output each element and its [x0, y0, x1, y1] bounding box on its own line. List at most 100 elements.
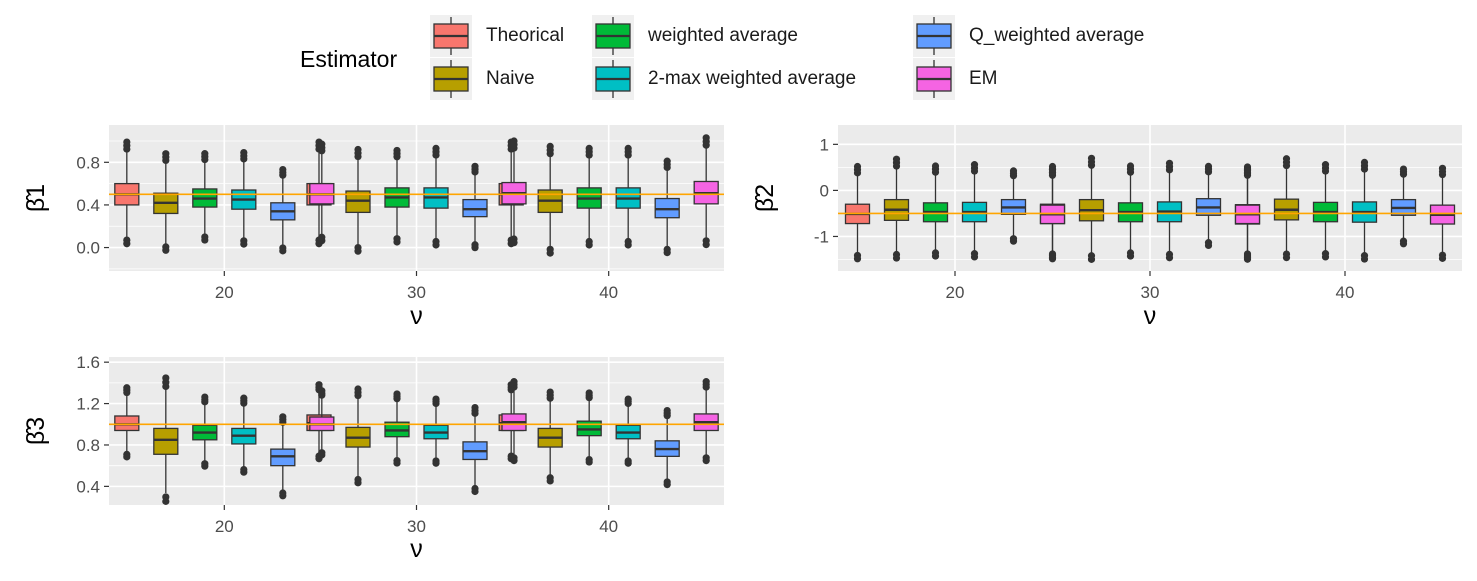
outlier-point	[393, 459, 401, 467]
y-axis-title: β̂3	[22, 417, 50, 445]
outlier-point	[1282, 253, 1291, 262]
box-40-2	[576, 144, 602, 249]
outlier-point	[123, 384, 131, 392]
outlier-point	[702, 378, 710, 386]
box-40-4	[654, 157, 680, 257]
box-30-2	[384, 390, 410, 467]
x-tick-label: 40	[599, 517, 618, 536]
outlier-point	[354, 385, 362, 393]
outlier-point	[354, 247, 362, 255]
y-tick-label: 0.4	[76, 196, 100, 215]
x-tick-label: 20	[215, 517, 234, 536]
outlier-point	[162, 497, 170, 505]
outlier-point	[546, 477, 554, 485]
box-20-3	[961, 161, 988, 261]
box-20-2	[922, 162, 949, 260]
y-tick-label: 0.4	[76, 477, 100, 496]
outlier-point	[123, 453, 131, 461]
outlier-point	[1360, 158, 1369, 166]
outlier-point	[1399, 240, 1408, 248]
y-tick-label: 0.0	[76, 239, 100, 258]
outlier-point	[240, 394, 248, 402]
y-axis-title: β̂1	[22, 184, 50, 212]
box-20-1	[153, 374, 179, 505]
legend-label: Naive	[486, 68, 535, 89]
y-tick-label: 1.2	[76, 395, 100, 414]
box-30-5	[501, 137, 527, 247]
legend-label: EM	[969, 68, 998, 89]
y-tick-label: 1.6	[76, 353, 100, 372]
legend-key-2max-weighted-average	[592, 58, 634, 100]
outlier-point	[318, 451, 326, 459]
x-tick-label: 40	[599, 283, 618, 302]
outlier-point	[510, 378, 518, 386]
outlier-point	[1048, 165, 1057, 173]
outlier-point	[1399, 165, 1408, 173]
outlier-point	[201, 150, 209, 158]
outlier-point	[393, 390, 401, 398]
box-body	[153, 427, 179, 455]
box-40-2	[1312, 161, 1339, 261]
legend-key-q-weighted-average	[913, 15, 955, 57]
y-tick-label: 0.8	[76, 153, 100, 172]
box-30-3	[423, 144, 449, 249]
outlier-point	[853, 162, 862, 171]
outlier-point	[201, 236, 209, 244]
outlier-point	[354, 145, 362, 154]
outlier-point	[663, 157, 671, 165]
outlier-point	[1165, 254, 1174, 262]
outlier-point	[201, 393, 209, 401]
outlier-point	[279, 413, 287, 421]
box-30-2	[384, 146, 410, 246]
outlier-point	[354, 479, 362, 487]
outlier-point	[471, 162, 479, 170]
outlier-point	[279, 492, 287, 500]
outlier-point	[240, 240, 248, 248]
outlier-point	[1126, 162, 1135, 170]
outlier-point	[432, 395, 440, 403]
box-40-3	[615, 395, 641, 467]
outlier-point	[162, 374, 170, 382]
outlier-point	[624, 459, 632, 467]
outlier-point	[1087, 154, 1096, 162]
box-20-4	[270, 165, 296, 255]
outlier-point	[315, 381, 323, 389]
box-20-0	[114, 384, 140, 461]
box-40-1	[537, 388, 563, 485]
outlier-point	[663, 249, 671, 257]
outlier-point	[585, 241, 593, 249]
outlier-point	[318, 237, 326, 245]
box-40-3	[615, 144, 641, 249]
outlier-point	[1282, 155, 1291, 163]
box-40-4	[654, 406, 680, 489]
outlier-point	[624, 241, 632, 249]
outlier-point	[1321, 253, 1330, 261]
outlier-point	[702, 134, 710, 142]
box-30-1	[1078, 154, 1105, 263]
outlier-point	[931, 162, 940, 170]
outlier-point	[510, 457, 518, 465]
legend: Estimator Theorical Naive weighted avera…	[0, 0, 1477, 110]
outlier-point	[510, 137, 518, 145]
x-axis-title: ν	[410, 302, 423, 330]
panel-beta3: 0.4 0.8 1.2 1.6 20 30 40 ν β̂3	[22, 353, 724, 563]
box-30-5	[1234, 165, 1261, 261]
outlier-point	[546, 142, 554, 150]
outlier-point	[1009, 237, 1018, 245]
outlier-point	[1321, 161, 1330, 169]
box-40-4	[1390, 165, 1417, 248]
box-30-4	[462, 162, 488, 252]
box-30-4	[1195, 162, 1222, 250]
x-tick-label: 30	[407, 517, 426, 536]
outlier-point	[1243, 253, 1252, 261]
outlier-point	[240, 149, 248, 157]
box-20-2	[192, 393, 218, 470]
box-20-1	[153, 150, 179, 254]
outlier-point	[1438, 254, 1447, 262]
x-tick-label: 30	[407, 283, 426, 302]
outlier-point	[585, 458, 593, 466]
x-tick-label: 30	[1141, 283, 1160, 302]
outlier-point	[393, 238, 401, 246]
x-axis-title: ν	[1144, 302, 1157, 330]
